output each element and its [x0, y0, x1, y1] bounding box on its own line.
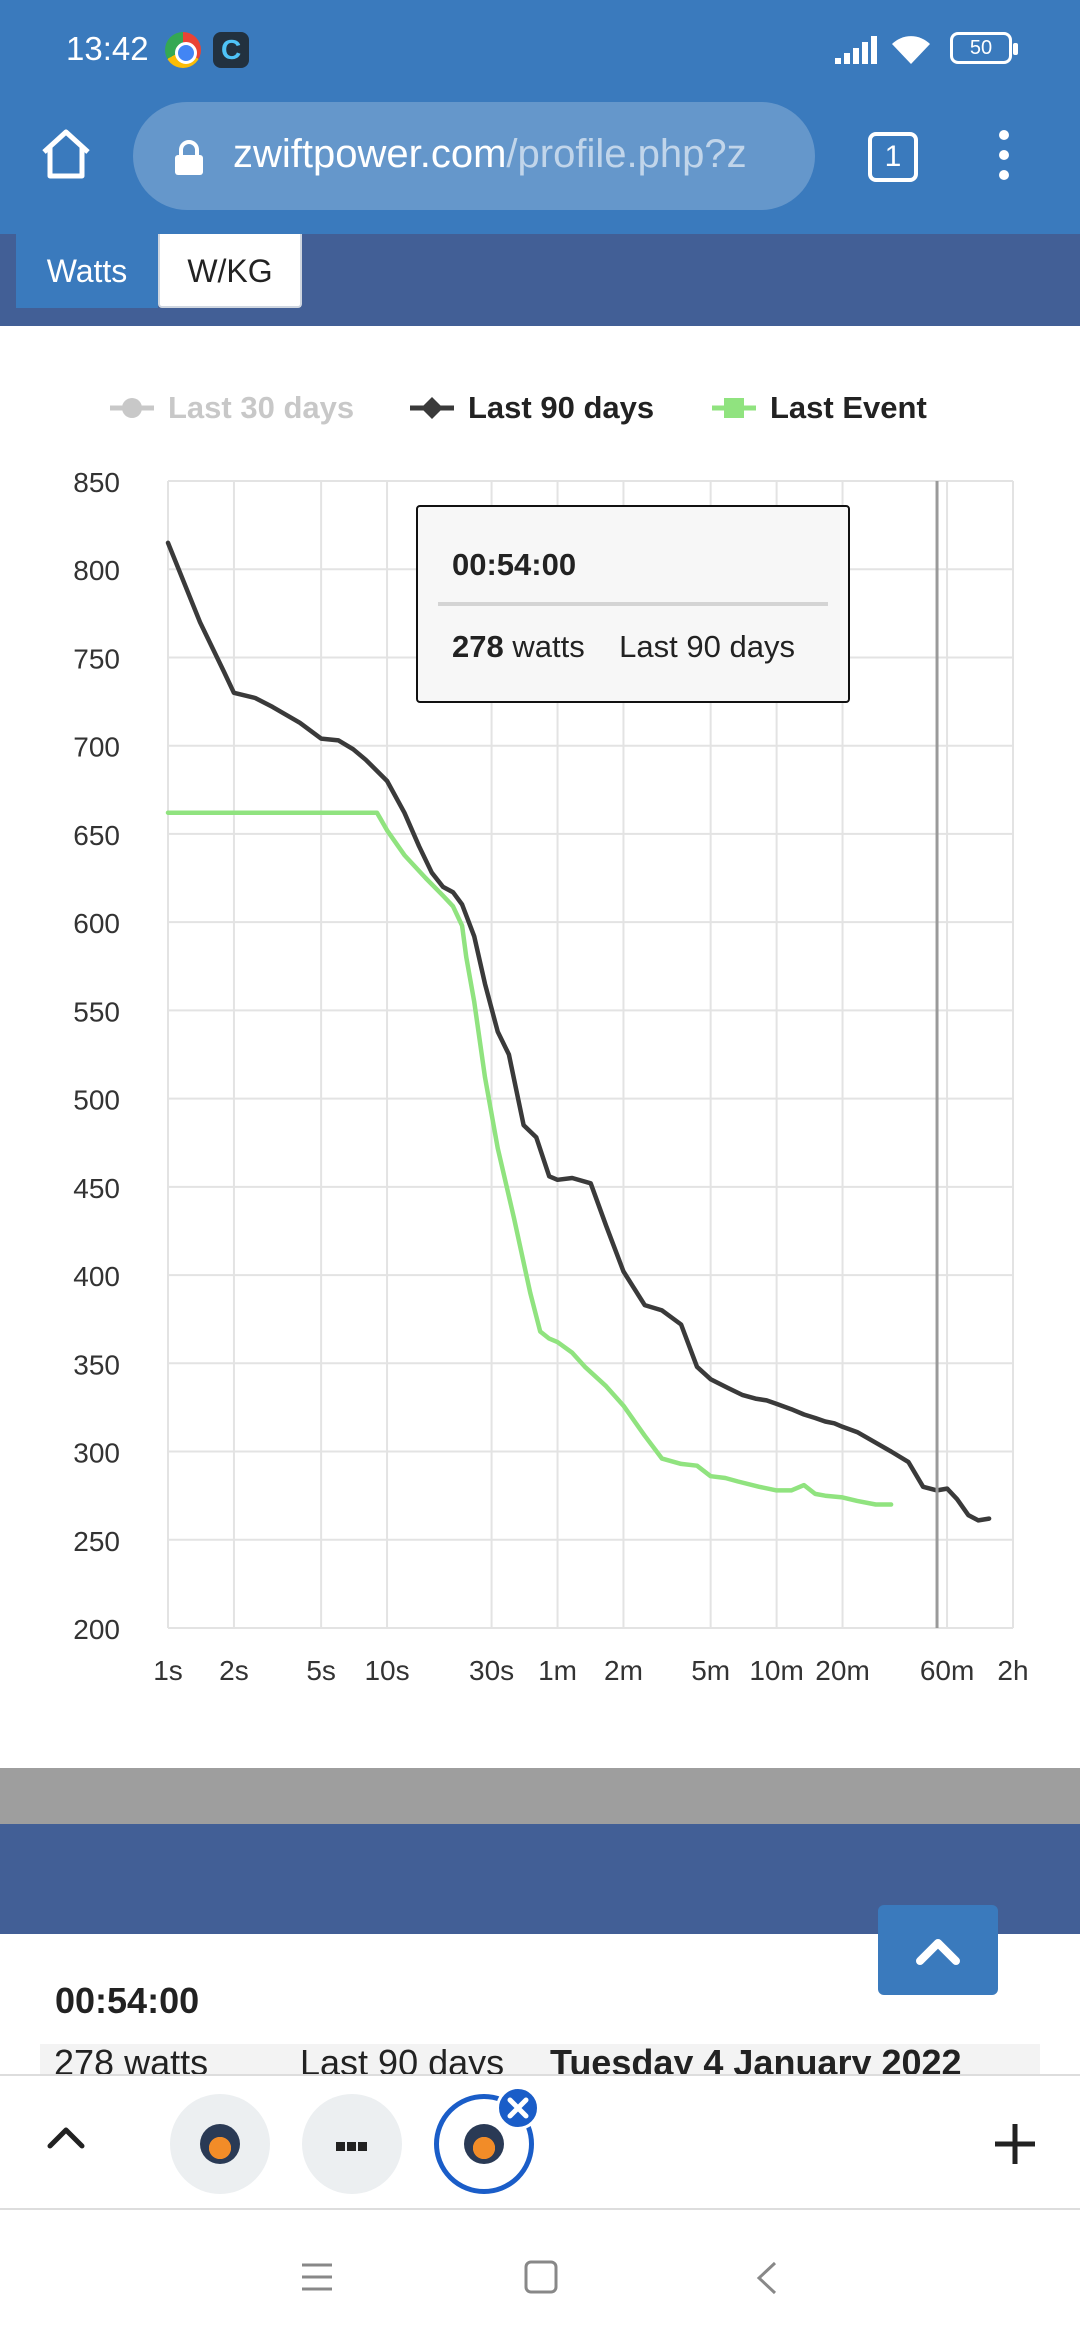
y-tick-label: 300 [73, 1438, 120, 1469]
x-tick-label: 10m [749, 1655, 803, 1686]
x-tick-label: 2h [997, 1655, 1028, 1686]
series-line-last-90-days [165, 540, 992, 1523]
power-curve-chart[interactable]: Last 30 days Last 90 days Last Event 200 25… [0, 326, 1080, 1768]
system-navigation-bar [0, 2210, 1080, 2340]
chart-legend[interactable]: Last 30 days Last 90 days Last Event [110, 390, 927, 425]
x-tick-label: 30s [469, 1655, 514, 1686]
browser-toolbar: 13:42 50 zwiftpower.com/profile.php?z 1 [0, 0, 1080, 234]
y-tick-label: 600 [73, 908, 120, 939]
y-tick-label: 250 [73, 1526, 120, 1557]
tab-more[interactable] [302, 2094, 402, 2194]
url-domain: zwiftpower.com [233, 132, 507, 176]
chrome-notification-icon [165, 32, 201, 68]
x-tick-label: 1s [153, 1655, 183, 1686]
legend-marker-circle [122, 398, 142, 418]
legend-item[interactable]: Last 30 days [110, 390, 354, 425]
home-icon[interactable] [38, 126, 94, 182]
x-tick-label: 1m [538, 1655, 577, 1686]
kebab-menu-icon[interactable] [994, 130, 1014, 190]
home-square-icon[interactable] [524, 2260, 558, 2294]
tooltip-unit: watts [512, 629, 585, 664]
legend-item[interactable]: Last Event [712, 390, 927, 425]
chart-series [165, 540, 992, 1523]
signal-icon [835, 36, 877, 64]
y-tick-label: 450 [73, 1173, 120, 1204]
legend-label: Last Event [770, 390, 927, 425]
section-gap [0, 1768, 1080, 1824]
details-row-date: Tuesday 4 January 2022 [550, 2044, 962, 2074]
chart-tooltip: 00:54:00 278 watts Last 90 days [416, 505, 850, 703]
y-tick-label: 500 [73, 1085, 120, 1116]
x-axis: 1s 2s 5s 10s 30s 1m 2m 5m 10m 20m 60m 2h [153, 1655, 1028, 1686]
url-path: /profile.php?z [506, 132, 747, 176]
tooltip-value-line: 278 watts Last 90 days [452, 629, 795, 665]
y-tick-label: 200 [73, 1614, 120, 1645]
y-tick-label: 550 [73, 996, 120, 1027]
x-tick-label: 10s [364, 1655, 409, 1686]
url-text[interactable]: zwiftpower.com/profile.php?z [233, 132, 747, 177]
watts-toggle-button[interactable]: Watts [16, 234, 158, 308]
tooltip-value: 278 [452, 629, 504, 664]
y-axis: 200 250 300 350 400 450 500 550 600 650 700 750 800 8… [73, 467, 120, 1645]
tab-strip [0, 2074, 1080, 2210]
details-row-watts: 278 watts [54, 2044, 209, 2074]
legend-marker-square [724, 398, 744, 418]
x-tick-label: 5m [691, 1655, 730, 1686]
y-tick-label: 350 [73, 1349, 120, 1380]
series-line-last-event [165, 810, 894, 1507]
details-row-series: Last 90 days [300, 2044, 505, 2074]
wifi-icon [892, 36, 930, 64]
details-time: 00:54:00 [55, 1980, 200, 2021]
app-notification-icon [213, 32, 249, 68]
details-row: 278 watts Last 90 days Tuesday 4 January… [40, 2044, 1040, 2074]
close-tab-button[interactable] [496, 2086, 540, 2130]
wkg-toggle-button[interactable]: W/KG [158, 234, 302, 308]
x-tick-label: 2m [604, 1655, 643, 1686]
lock-icon [175, 140, 203, 175]
x-tick-label: 20m [815, 1655, 869, 1686]
plus-icon[interactable] [993, 2122, 1037, 2166]
chevron-up-icon[interactable] [46, 2122, 86, 2152]
zwiftpower-logo [464, 2124, 504, 2164]
status-time: 13:42 [66, 30, 149, 67]
back-icon[interactable] [755, 2260, 779, 2296]
legend-marker-diamond [421, 397, 443, 419]
chevron-up-icon [916, 1939, 960, 1965]
status-bar: 13:42 50 [0, 0, 1080, 100]
legend-label: Last 90 days [468, 390, 654, 425]
tooltip-divider [438, 602, 828, 606]
recent-apps-icon[interactable] [300, 2262, 334, 2292]
tab-zwiftpower-1[interactable] [170, 2094, 270, 2194]
x-tick-label: 5s [306, 1655, 336, 1686]
y-tick-label: 650 [73, 820, 120, 851]
legend-item[interactable]: Last 90 days [410, 390, 654, 425]
battery-icon: 50 [950, 32, 1018, 64]
x-tick-label: 2s [219, 1655, 249, 1686]
y-tick-label: 800 [73, 555, 120, 586]
y-tick-label: 700 [73, 732, 120, 763]
y-tick-label: 750 [73, 643, 120, 674]
scroll-to-top-button[interactable] [878, 1905, 998, 1995]
tooltip-series: Last 90 days [619, 629, 795, 664]
tooltip-time: 00:54:00 [452, 547, 577, 582]
y-tick-label: 850 [73, 467, 120, 498]
close-icon [507, 2097, 529, 2119]
tabs-icon[interactable]: 1 [868, 132, 918, 182]
address-bar[interactable]: zwiftpower.com/profile.php?z [133, 102, 815, 210]
x-tick-label: 60m [920, 1655, 974, 1686]
more-dots-icon [336, 2138, 369, 2154]
legend-label: Last 30 days [168, 390, 354, 425]
zwiftpower-logo [200, 2124, 240, 2164]
y-tick-label: 400 [73, 1261, 120, 1292]
